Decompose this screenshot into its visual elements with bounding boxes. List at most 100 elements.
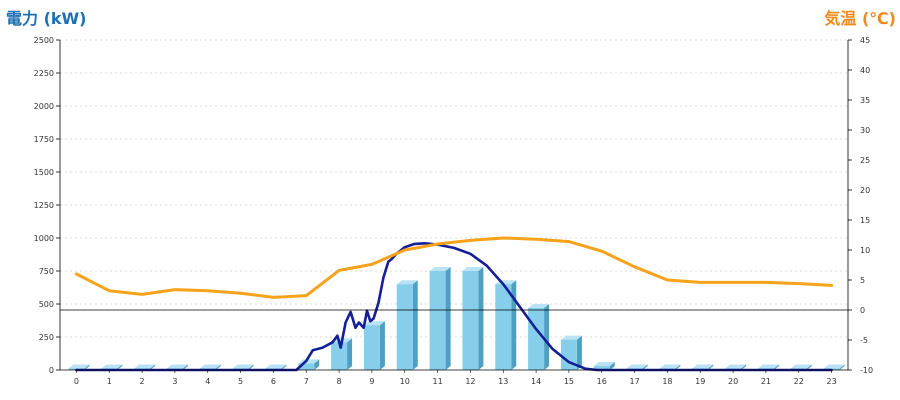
power-bar-side	[576, 335, 582, 370]
x-tick-label: 22	[794, 377, 804, 386]
power-bar-front	[429, 271, 446, 370]
right-tick-label: 20	[860, 186, 870, 195]
lines	[74, 236, 834, 372]
power-bar-top	[462, 267, 484, 271]
power-bar-side	[773, 364, 779, 370]
power-bar-top	[692, 364, 714, 369]
left-axis-title: 電力 (kW)	[6, 9, 87, 28]
x-tick-label: 5	[238, 377, 243, 386]
power-bar-side	[150, 364, 156, 370]
power-bar-top	[396, 280, 418, 285]
right-tick-label: 45	[860, 36, 870, 45]
power-bar-top	[560, 335, 582, 340]
power-bar-top	[528, 303, 550, 308]
x-tick-label: 16	[597, 377, 607, 386]
x-tick-label: 12	[465, 377, 475, 386]
power-bar-side	[511, 280, 517, 370]
power-bar-side	[182, 364, 188, 370]
left-tick-label: 500	[39, 300, 54, 309]
x-tick-label: 21	[761, 377, 771, 386]
left-tick-label: 1500	[34, 168, 54, 177]
power-bar-side	[379, 321, 385, 370]
axes: 02505007501000125015001750200022502500-1…	[34, 36, 873, 386]
power-bar-top	[134, 364, 156, 369]
x-tick-label: 17	[629, 377, 639, 386]
left-tick-label: 1750	[34, 135, 54, 144]
x-tick-label: 20	[728, 377, 738, 386]
power-bar-top	[626, 364, 648, 369]
right-tick-label: 35	[860, 96, 870, 105]
left-tick-label: 2000	[34, 102, 54, 111]
power-bar-side	[117, 364, 123, 370]
power-bar-top	[363, 321, 385, 326]
power-bar-side	[281, 364, 287, 370]
x-tick-label: 0	[74, 377, 79, 386]
power-bar-side	[642, 364, 648, 370]
left-tick-label: 1250	[34, 201, 54, 210]
grid	[60, 39, 848, 338]
right-tick-label: 5	[860, 276, 865, 285]
power-line	[75, 242, 833, 372]
power-bar-top	[790, 364, 812, 369]
left-tick-label: 750	[39, 267, 54, 276]
power-bar-side	[314, 359, 320, 370]
power-bar-front	[495, 284, 512, 370]
power-bar-front	[298, 363, 315, 370]
x-tick-label: 11	[432, 377, 442, 386]
right-tick-label: 30	[860, 126, 870, 135]
power-bar-top	[232, 364, 254, 369]
power-bar-top	[101, 364, 123, 369]
power-bar	[363, 321, 385, 370]
left-tick-label: 2250	[34, 69, 54, 78]
x-tick-label: 1	[107, 377, 112, 386]
power-bar-side	[708, 364, 714, 370]
power-bar-top	[823, 364, 845, 369]
power-bar-side	[445, 267, 451, 370]
power-bar	[593, 362, 615, 370]
x-tick-label: 23	[826, 377, 836, 386]
right-tick-label: 15	[860, 216, 870, 225]
power-bar-top	[166, 364, 188, 369]
power-bar-front	[331, 342, 348, 370]
right-tick-label: -10	[860, 366, 873, 375]
x-tick-label: 19	[695, 377, 705, 386]
x-tick-label: 18	[662, 377, 672, 386]
power-bar-top	[199, 364, 221, 369]
x-tick-label: 2	[140, 377, 145, 386]
power-bar-side	[248, 364, 254, 370]
power-bar-side	[609, 362, 615, 370]
x-tick-label: 7	[304, 377, 309, 386]
left-tick-label: 0	[49, 366, 54, 375]
x-tick-label: 8	[337, 377, 342, 386]
x-tick-label: 9	[369, 377, 374, 386]
power-bar	[429, 267, 451, 370]
power-bar-front	[528, 307, 545, 370]
power-bar-top	[429, 267, 451, 271]
power-bar-top	[659, 364, 681, 369]
power-bar-side	[806, 364, 812, 370]
left-tick-label: 2500	[34, 36, 54, 45]
power-bar-front	[593, 366, 610, 370]
left-tick-label: 250	[39, 333, 54, 342]
power-bar	[396, 280, 418, 370]
power-bar-side	[215, 364, 221, 370]
power-bar	[528, 303, 550, 370]
right-tick-label: -5	[860, 336, 868, 345]
power-bar-side	[741, 364, 747, 370]
power-bar-side	[478, 267, 484, 370]
power-bar-top	[725, 364, 747, 369]
power-bar-side	[84, 364, 90, 370]
x-tick-label: 3	[172, 377, 177, 386]
power-bar-front	[462, 271, 479, 370]
power-bar-top	[757, 364, 779, 369]
power-bar-side	[675, 364, 681, 370]
x-tick-label: 4	[205, 377, 210, 386]
right-tick-label: 25	[860, 156, 870, 165]
power-bar-side	[347, 338, 353, 370]
temperature-line	[74, 236, 834, 299]
power-bar	[495, 280, 517, 370]
power-bar-side	[839, 364, 845, 370]
power-bar-top	[68, 364, 90, 369]
power-bar-front	[363, 325, 380, 370]
power-bar-front	[396, 284, 413, 370]
